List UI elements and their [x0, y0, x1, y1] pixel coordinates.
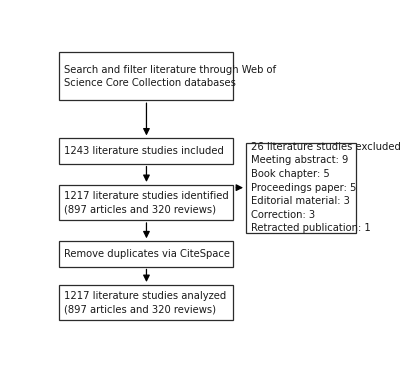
Text: Remove duplicates via CiteSpace: Remove duplicates via CiteSpace	[64, 249, 230, 259]
FancyBboxPatch shape	[59, 52, 233, 100]
Text: 1243 literature studies included: 1243 literature studies included	[64, 146, 224, 156]
FancyBboxPatch shape	[59, 185, 233, 220]
FancyBboxPatch shape	[59, 138, 233, 164]
FancyBboxPatch shape	[59, 241, 233, 266]
Text: 26 literature studies excluded
Meeting abstract: 9
Book chapter: 5
Proceedings p: 26 literature studies excluded Meeting a…	[251, 142, 401, 234]
FancyBboxPatch shape	[59, 285, 233, 320]
Text: 1217 literature studies identified
(897 articles and 320 reviews): 1217 literature studies identified (897 …	[64, 191, 229, 214]
Text: Search and filter literature through Web of
Science Core Collection databases: Search and filter literature through Web…	[64, 64, 276, 88]
Text: 1217 literature studies analyzed
(897 articles and 320 reviews): 1217 literature studies analyzed (897 ar…	[64, 291, 226, 314]
FancyBboxPatch shape	[246, 143, 356, 233]
